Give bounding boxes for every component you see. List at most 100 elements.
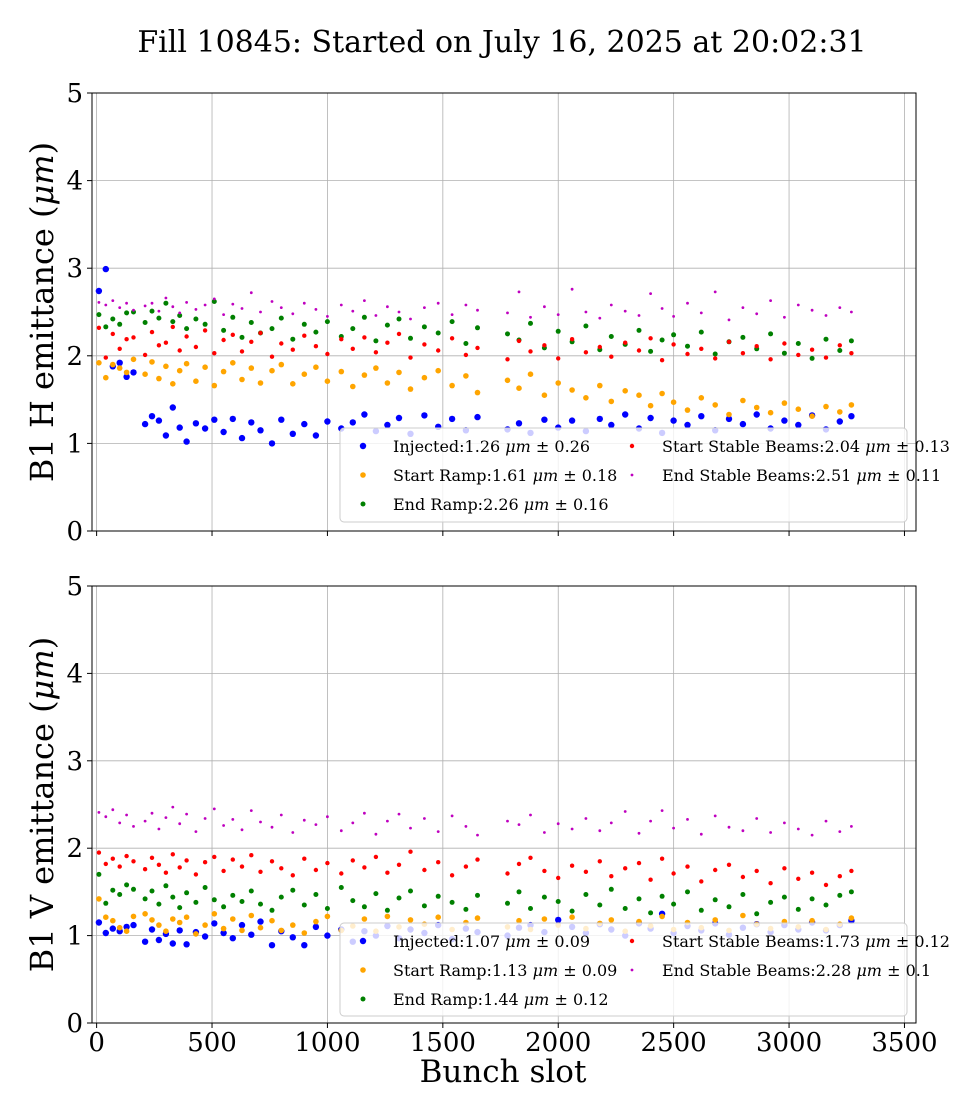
point-start_stable — [339, 337, 344, 342]
point-start_ramp — [463, 373, 469, 379]
point-start_ramp — [753, 404, 760, 411]
point-injected — [622, 411, 629, 418]
point-end_stable — [727, 825, 731, 829]
point-end_ramp — [848, 889, 854, 895]
point-end_ramp — [671, 901, 677, 907]
point-start_stable — [131, 859, 136, 864]
point-start_ramp — [142, 371, 148, 378]
point-start_stable — [373, 854, 379, 860]
point-start_stable — [362, 335, 367, 340]
point-end_stable — [157, 827, 161, 831]
point-end_stable — [686, 818, 689, 821]
point-start_ramp — [96, 896, 102, 902]
point-start_ramp — [170, 916, 176, 922]
point-start_ramp — [449, 382, 455, 389]
point-end_stable — [374, 314, 378, 317]
point-end_ramp — [449, 319, 455, 325]
point-end_stable — [240, 307, 244, 310]
point-end_ramp — [823, 336, 829, 342]
point-end_stable — [796, 303, 800, 307]
point-end_stable — [270, 825, 274, 829]
point-end_stable — [824, 819, 828, 823]
point-start_stable — [726, 862, 732, 867]
point-start_ramp — [230, 916, 236, 922]
point-injected — [596, 415, 603, 423]
point-end_ramp — [421, 324, 427, 330]
point-end_stable — [810, 308, 814, 312]
point-end_ramp — [659, 337, 665, 343]
point-end_stable — [194, 830, 198, 833]
point-end_ramp — [384, 322, 390, 328]
point-start_ramp — [269, 367, 275, 374]
point-start_stable — [385, 340, 390, 345]
point-start_ramp — [301, 930, 308, 936]
point-start_stable — [408, 849, 413, 854]
point-start_stable — [556, 356, 561, 361]
point-start_ramp — [202, 364, 208, 371]
point-injected — [130, 921, 137, 929]
point-end_stable — [741, 306, 745, 309]
point-end_stable — [111, 808, 115, 812]
series-end_ramp — [96, 871, 854, 917]
point-start_stable — [837, 343, 842, 348]
point-start_ramp — [504, 377, 511, 384]
point-start_ramp — [183, 360, 190, 367]
point-end_stable — [302, 301, 306, 305]
point-start_ramp — [183, 914, 190, 920]
point-end_ramp — [124, 310, 130, 316]
point-injected — [169, 940, 176, 947]
bottom-panel-v-emittance: 0 1 2 3 4 5 0 500 1000 1500 2000 2500 3000 3500 B1 V e… — [23, 572, 950, 1058]
series-start_stable — [96, 324, 854, 363]
point-end_ramp — [475, 325, 480, 331]
point-end_ramp — [754, 911, 760, 917]
point-injected — [211, 920, 218, 927]
point-start_stable — [671, 871, 676, 876]
point-start_ramp — [239, 376, 245, 383]
point-start_stable — [782, 866, 787, 871]
point-end_stable — [637, 314, 641, 317]
point-start_stable — [475, 345, 480, 351]
point-end_stable — [118, 821, 122, 825]
point-start_ramp — [350, 383, 356, 390]
point-injected — [257, 918, 264, 925]
point-end_ramp — [528, 906, 533, 911]
point-start_ramp — [608, 398, 615, 405]
point-end_ramp — [230, 314, 236, 320]
point-start_stable — [177, 865, 182, 870]
point-end_stable — [543, 305, 546, 309]
point-start_stable — [449, 873, 455, 878]
point-start_stable — [156, 343, 162, 348]
point-start_ramp — [384, 380, 391, 386]
point-end_stable — [212, 297, 216, 301]
point-start_stable — [823, 355, 829, 360]
point-start_ramp — [583, 395, 589, 401]
point-start_ramp — [257, 380, 264, 386]
point-end_stable — [436, 830, 440, 833]
point-end_stable — [623, 309, 627, 313]
point-end_ramp — [569, 908, 575, 914]
point-end_ramp — [848, 338, 854, 344]
point-injected — [698, 413, 705, 420]
legend-marker — [359, 937, 367, 945]
legend-entry-injected: Injected:1.07 μm ± 0.09 — [359, 932, 590, 951]
legend-label: End Ramp:1.44 μm ± 0.12 — [393, 990, 609, 1009]
point-end_stable — [556, 822, 560, 826]
point-injected — [257, 427, 264, 434]
point-end_stable — [637, 831, 641, 835]
point-end_ramp — [698, 329, 704, 335]
point-end_ramp — [555, 328, 561, 334]
point-end_stable — [203, 817, 207, 820]
point-start_stable — [542, 868, 547, 874]
legend-marker — [630, 473, 634, 477]
point-start_stable — [463, 864, 469, 869]
point-end_stable — [584, 817, 588, 820]
point-end_ramp — [583, 892, 589, 897]
point-start_stable — [193, 344, 199, 350]
point-end_ramp — [698, 907, 704, 913]
point-start_stable — [408, 355, 413, 360]
point-start_stable — [396, 862, 402, 867]
point-injected — [289, 934, 296, 941]
point-start_ramp — [149, 359, 155, 365]
point-end_ramp — [239, 334, 245, 340]
legend-marker — [630, 968, 634, 972]
